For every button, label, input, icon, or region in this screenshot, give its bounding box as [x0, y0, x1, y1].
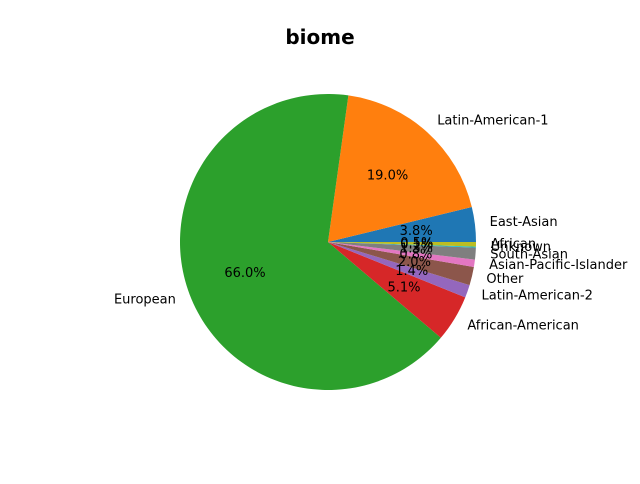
pie-slice-latin-american-2 [328, 242, 470, 298]
slice-label-latin-american-1: Latin-American-1 [437, 114, 548, 129]
slice-percent-african: 0.5% [400, 236, 433, 251]
slice-percent-south-asian: 1.3% [400, 241, 433, 256]
slice-label-south-asian: South-Asian [490, 247, 568, 262]
slice-label-asian-pacific-islander: Asian-Pacific-Islander [489, 258, 628, 273]
pie-slice-asian-pacific-islander [328, 242, 475, 267]
slice-label-african: African [491, 237, 536, 252]
slice-percent-african-american: 5.1% [387, 280, 420, 295]
slice-percent-asian-pacific-islander: 0.8% [399, 247, 432, 262]
slice-percent-latin-american-1: 19.0% [367, 169, 408, 184]
slice-percent-unknown: 0.1% [400, 238, 433, 253]
slice-percent-other: 2.0% [398, 255, 431, 270]
pie-slice-south-asian [328, 242, 476, 260]
slice-percent-latin-american-2: 1.4% [395, 264, 428, 279]
pie-slice-east-asian [328, 207, 476, 242]
slice-label-unknown: Unknown [491, 240, 551, 255]
pie-slice-african-american [328, 242, 466, 338]
pie-slice-european [179, 93, 441, 390]
slice-label-latin-american-2: Latin-American-2 [482, 289, 593, 304]
pie-slice-other [328, 242, 474, 286]
slice-label-other: Other [486, 272, 524, 287]
slice-label-african-american: African-American [467, 319, 579, 334]
slice-percent-european: 66.0% [224, 266, 265, 281]
slice-label-east-asian: East-Asian [490, 215, 558, 230]
pie-slice-african [328, 242, 477, 247]
pie-slice-latin-american-1 [328, 95, 472, 242]
pie-slice-unknown [328, 242, 476, 248]
chart-title: biome [285, 25, 355, 49]
slice-label-european: European [114, 293, 176, 308]
slice-percent-east-asian: 3.8% [400, 224, 433, 239]
